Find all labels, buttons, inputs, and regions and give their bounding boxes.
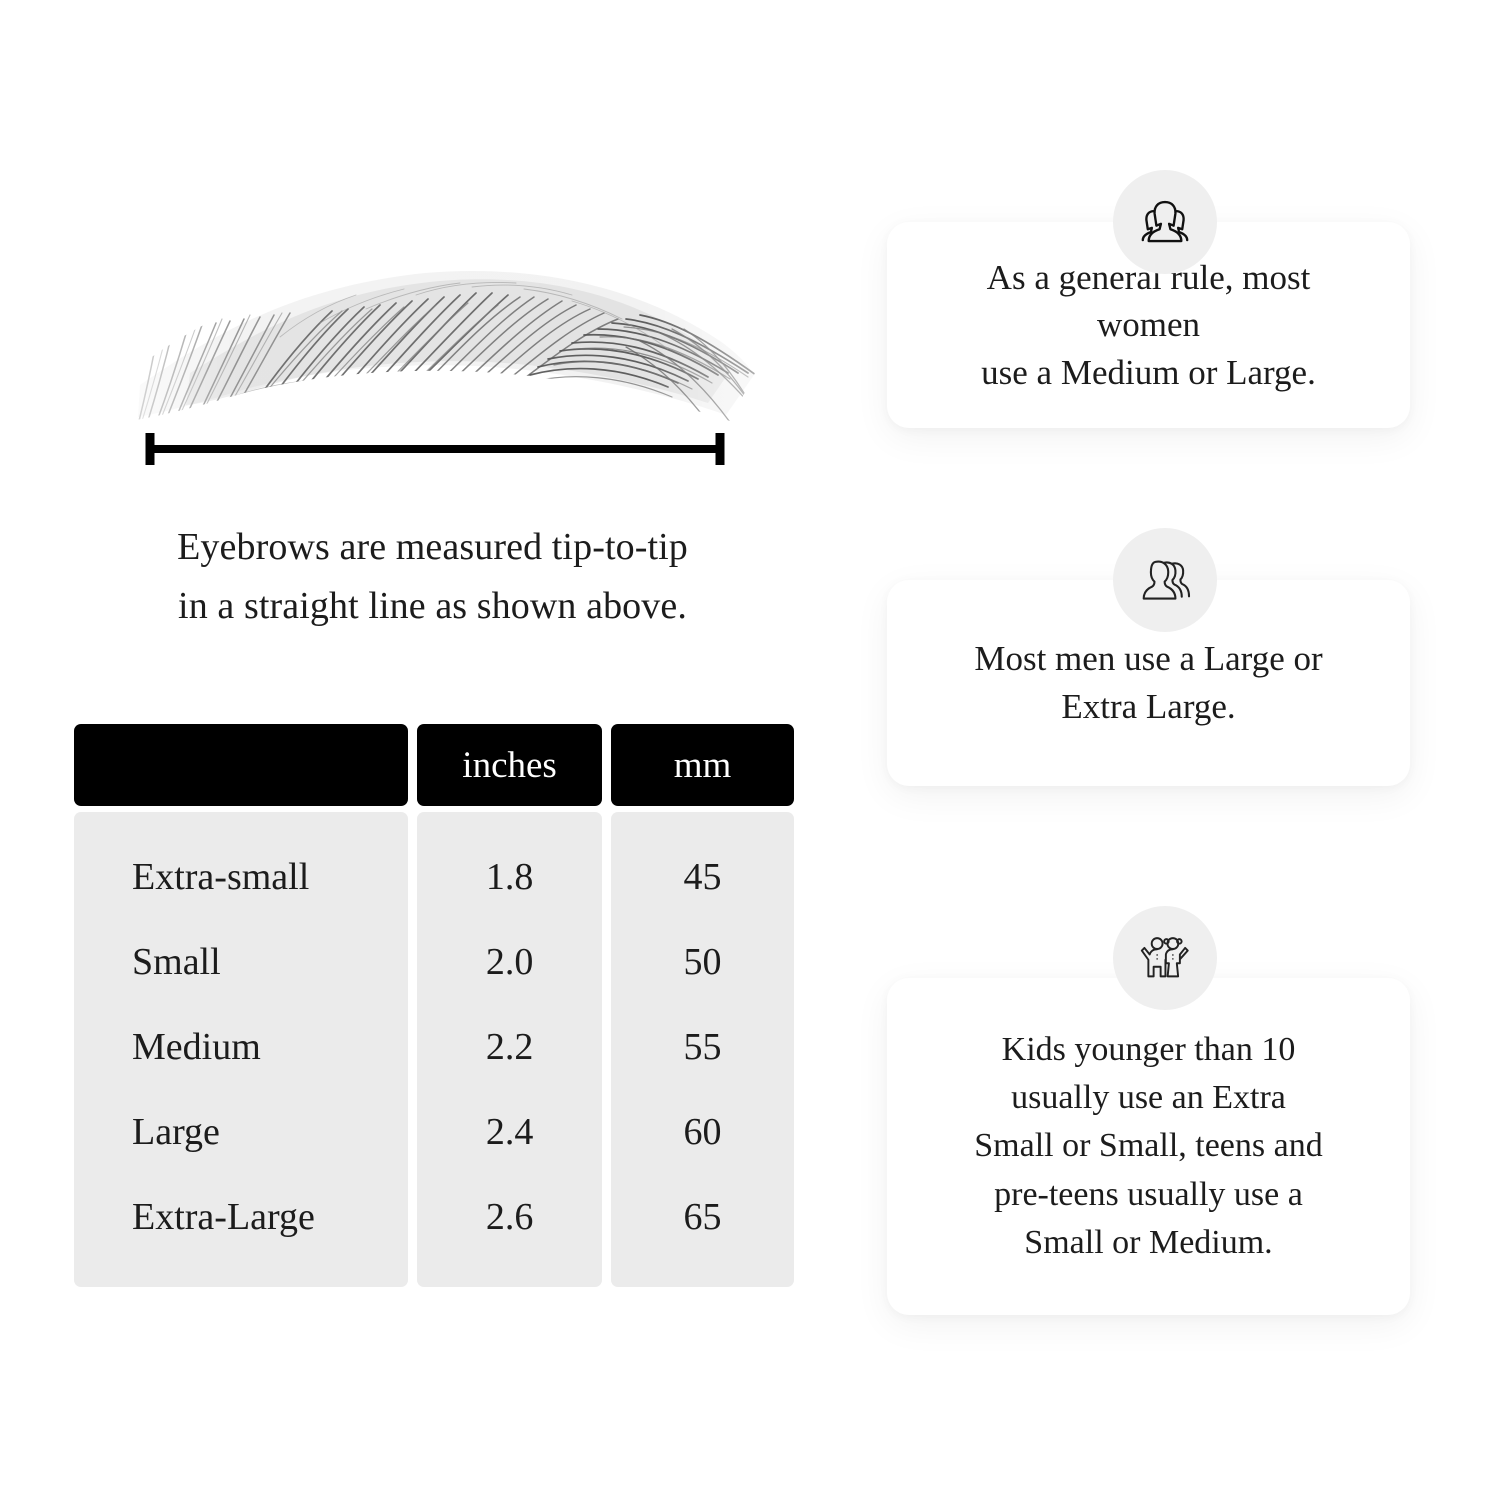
measurement-caption: Eyebrows are measured tip-to-tip in a st… — [60, 518, 805, 636]
table-column-mm: mm 45 50 55 60 65 — [611, 724, 794, 1287]
table-row: 2.6 — [485, 1195, 534, 1238]
table-column-size-name: Extra-small Small Medium Large Extra-Lar… — [74, 724, 409, 1287]
table-row: 60 — [683, 1110, 722, 1153]
table-row: 2.0 — [485, 940, 534, 983]
table-body-size-name: Extra-small Small Medium Large Extra-Lar… — [74, 812, 409, 1287]
three-men-icon-badge — [1113, 528, 1217, 632]
table-row: Extra-small — [132, 855, 310, 898]
right-panel: As a general rule, most women use a Medi… — [830, 0, 1500, 1500]
info-card-women-text: As a general rule, most women use a Medi… — [933, 254, 1364, 397]
table-row: Medium — [132, 1025, 261, 1068]
table-row: 2.4 — [485, 1110, 534, 1153]
size-chart-table: Extra-small Small Medium Large Extra-Lar… — [74, 724, 794, 1287]
table-row: 1.8 — [485, 855, 534, 898]
table-row: 45 — [683, 855, 722, 898]
table-header-size-name — [74, 724, 409, 806]
card-men-line-2: Extra Large. — [1061, 687, 1236, 726]
table-row: Extra-Large — [132, 1195, 315, 1238]
info-card-men-text: Most men use a Large or Extra Large. — [974, 635, 1322, 730]
caption-line-2: in a straight line as shown above. — [178, 584, 687, 627]
table-row: 55 — [683, 1025, 722, 1068]
three-women-icon — [1136, 193, 1194, 251]
table-row: Small — [132, 940, 221, 983]
table-body-inches: 1.8 2.0 2.2 2.4 2.6 — [417, 812, 603, 1287]
card-kids-line-4: pre-teens usually use a — [994, 1175, 1303, 1213]
two-kids-icon-badge — [1113, 906, 1217, 1010]
caption-line-1: Eyebrows are measured tip-to-tip — [177, 526, 688, 568]
left-panel: Eyebrows are measured tip-to-tip in a st… — [60, 225, 805, 1287]
three-women-icon-badge — [1113, 170, 1217, 274]
card-kids-line-1: Kids younger than 10 — [1001, 1030, 1296, 1068]
table-column-inches: inches 1.8 2.0 2.2 2.4 2.6 — [417, 724, 603, 1287]
table-body-mm: 45 50 55 60 65 — [611, 812, 794, 1287]
eyebrow-illustration — [120, 225, 760, 475]
card-women-line-2: use a Medium or Large. — [981, 352, 1316, 392]
two-kids-icon — [1137, 930, 1193, 986]
table-row: Large — [132, 1110, 220, 1153]
card-men-line-1: Most men use a Large or — [974, 639, 1323, 679]
card-kids-line-5: Small or Medium. — [1024, 1223, 1273, 1261]
info-card-kids-text: Kids younger than 10 usually use an Extr… — [974, 1026, 1322, 1267]
info-card-kids: Kids younger than 10 usually use an Extr… — [887, 978, 1410, 1315]
table-row: 2.2 — [485, 1025, 534, 1068]
table-header-inches: inches — [417, 724, 603, 806]
table-header-mm: mm — [611, 724, 794, 806]
card-kids-line-2: usually use an Extra — [1011, 1079, 1286, 1117]
measure-bar — [120, 425, 760, 473]
card-kids-line-3: Small or Small, teens and — [974, 1127, 1323, 1165]
three-men-icon — [1136, 551, 1194, 609]
table-row: 65 — [683, 1195, 722, 1238]
table-row: 50 — [683, 940, 722, 983]
